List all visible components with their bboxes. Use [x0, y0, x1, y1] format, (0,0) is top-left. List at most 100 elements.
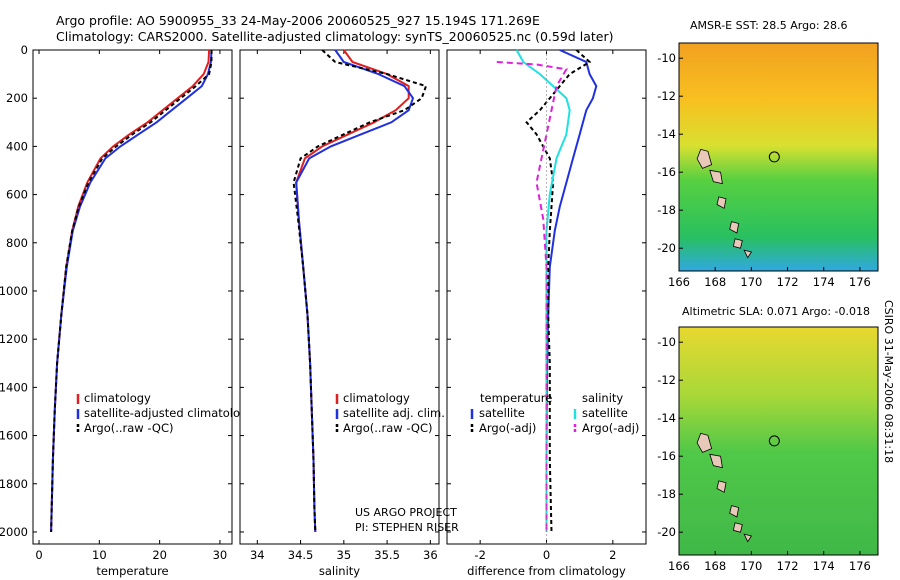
x-tick-label: 168	[704, 275, 726, 289]
legend-entry: Argo(-adj)	[582, 421, 639, 435]
y-tick-label: 200	[6, 91, 28, 105]
x-tick-label: 34.5	[288, 548, 314, 562]
legend-title-temperature: temperature	[480, 391, 552, 405]
x-tick-label: 174	[813, 275, 835, 289]
legend-entry: satellite adj. clim.	[343, 406, 445, 420]
x-tick-label: 174	[813, 559, 835, 573]
profile-title: Argo profile: AO 5900955_33 24-May-2006 …	[56, 13, 540, 28]
x-tick-label: 172	[777, 275, 799, 289]
legend-entry: satellite-adjusted climatology	[84, 406, 254, 420]
island-shape	[696, 148, 713, 169]
y-tick-label: -14	[657, 411, 676, 425]
island-shape	[716, 480, 727, 493]
y-tick-label: 0	[21, 43, 28, 57]
island-shape	[729, 505, 740, 518]
legend-entry: Argo(..raw -QC)	[343, 421, 433, 435]
y-tick-label: 1600	[0, 429, 28, 443]
x-tick-label: 30	[213, 548, 228, 562]
island-shape	[732, 238, 743, 249]
y-tick-label: -10	[657, 335, 676, 349]
timestamp-label: CSIRO 31-May-2006 08:31:18	[882, 300, 895, 464]
y-tick-label: -10	[657, 51, 676, 65]
x-tick-label: 35.5	[374, 548, 400, 562]
y-tick-label: -16	[657, 449, 676, 463]
island-shape	[709, 453, 723, 469]
y-tick-label: 2000	[0, 525, 28, 539]
x-tick-label: 170	[740, 559, 762, 573]
y-tick-label: 800	[6, 236, 28, 250]
x-tick-label: 176	[849, 275, 871, 289]
y-tick-label: -16	[657, 165, 676, 179]
legend: temperature salinitysatelliteArgo(-adj)sa…	[470, 391, 639, 435]
map-field	[679, 327, 878, 555]
y-tick-label: 600	[6, 188, 28, 202]
x-tick-label: 0	[35, 548, 42, 562]
y-tick-label: -12	[657, 373, 676, 387]
y-tick-label: 1400	[0, 380, 28, 394]
y-tick-label: -20	[657, 525, 676, 539]
map-frame	[678, 326, 879, 556]
legend-entry: climatology	[84, 391, 151, 405]
y-tick-label: 400	[6, 139, 28, 153]
island-shape	[696, 432, 713, 453]
y-tick-label: 1800	[0, 477, 28, 491]
sst-map: 166 168 170 172 174 176 -10 -12 -14 -16 -18 -20	[657, 42, 879, 289]
x-tick-label: 2	[609, 548, 616, 562]
x-tick-label: 172	[777, 559, 799, 573]
panel-difference: -2 0 2 difference from climatology temperatu…	[446, 49, 647, 578]
x-tick-label: 0	[543, 548, 550, 562]
series-line-temperature-2	[50, 50, 213, 533]
x-tick-label: 176	[849, 559, 871, 573]
x-axis-label: difference from climatology	[467, 564, 626, 578]
x-tick-label: -2	[474, 548, 485, 562]
climatology-title: Climatology: CARS2000. Satellite-adjuste…	[56, 29, 614, 44]
island-shape	[732, 522, 743, 533]
series-group	[292, 49, 428, 533]
x-tick-label: 170	[740, 275, 762, 289]
legend-entry: satellite	[479, 406, 525, 420]
x-tick-label: 166	[668, 275, 690, 289]
argo-location-marker	[768, 151, 780, 163]
y-tick-label: -18	[657, 487, 676, 501]
panel-salinity: 34 34.5 35 35.5 36 salinity climatologysatelli…	[239, 49, 445, 578]
y-tick-label: 1000	[0, 284, 28, 298]
x-tick-label: 10	[92, 548, 107, 562]
x-tick-label: 35	[337, 548, 352, 562]
legend-entry: satellite	[582, 406, 628, 420]
island-shape	[743, 533, 753, 543]
x-axis-label: temperature	[96, 564, 168, 578]
legend-entry: Argo(..raw -QC)	[84, 421, 174, 435]
y-tick-label: -20	[657, 241, 676, 255]
y-tick-label: 1200	[0, 332, 28, 346]
pi-credit: PI: STEPHEN RISER	[355, 521, 459, 534]
island-shape	[743, 249, 753, 259]
y-tick-label: -18	[657, 203, 676, 217]
legend-title-salinity: salinity	[582, 391, 623, 405]
map-frame	[678, 42, 879, 272]
island-shape	[716, 196, 727, 209]
map-field	[679, 43, 878, 271]
series-line-difference-3	[496, 61, 569, 532]
plot-frame	[239, 49, 440, 545]
sst-map-title: AMSR-E SST: 28.5 Argo: 28.6	[690, 19, 848, 32]
series-line-difference-1	[525, 49, 592, 533]
series-line-salinity-2	[292, 49, 428, 533]
x-tick-label: 34	[250, 548, 265, 562]
island-shape	[709, 169, 723, 185]
x-axis-label: salinity	[319, 564, 360, 578]
legend-entry: climatology	[343, 391, 410, 405]
x-tick-label: 166	[668, 559, 690, 573]
x-tick-label: 20	[152, 548, 167, 562]
x-tick-label: 168	[704, 559, 726, 573]
y-tick-label: -12	[657, 89, 676, 103]
series-group	[50, 49, 213, 533]
sla-map-title: Altimetric SLA: 0.071 Argo: -0.018	[682, 305, 870, 318]
island-shape	[729, 221, 740, 234]
x-tick-label: 36	[423, 548, 438, 562]
panel-temperature: 0 200 400 600 800 1000 1200 1400 1600 1800 2000 0 10…	[0, 43, 254, 578]
y-tick-label: -14	[657, 127, 676, 141]
project-credit: US ARGO PROJECT	[355, 506, 457, 519]
sla-map: 166 168 170 172 174 176 -10 -12 -14 -16 -18 -20	[657, 326, 879, 573]
